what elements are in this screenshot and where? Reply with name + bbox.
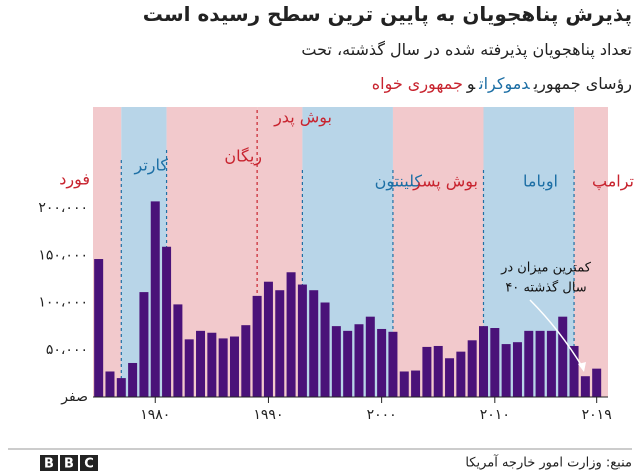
x-tick-label: ۲۰۰۰ <box>367 407 397 423</box>
y-tick-label: ۵۰،۰۰۰ <box>46 342 88 358</box>
y-tick-label: ۱۵۰،۰۰۰ <box>38 247 88 263</box>
bar <box>252 295 262 397</box>
bar <box>365 316 375 397</box>
bar <box>569 345 579 397</box>
subtitle-part: رؤسای جمهوری <box>533 74 632 93</box>
x-tick-label: ۲۰۱۰ <box>480 407 510 423</box>
bar <box>150 201 160 397</box>
bar <box>297 284 307 397</box>
bar <box>478 326 488 397</box>
x-tick-label: ۱۹۸۰ <box>140 407 170 423</box>
president-label: کارتر <box>134 156 169 176</box>
bar <box>229 336 239 397</box>
president-label: ترامپ <box>592 172 634 192</box>
president-label: ریگان <box>224 147 262 167</box>
bar <box>354 324 364 397</box>
bar <box>128 362 138 397</box>
bar <box>377 328 387 397</box>
annotation: کمترین میزان در <box>500 261 592 276</box>
president-label: بوش پسر <box>412 172 478 192</box>
logo-letter: C <box>84 457 94 472</box>
bar <box>456 351 466 397</box>
bar <box>512 342 522 397</box>
bar <box>411 370 421 397</box>
bar <box>535 330 545 397</box>
bar <box>592 368 602 397</box>
logo-block <box>60 455 78 471</box>
bar <box>309 290 319 397</box>
bar <box>286 272 296 397</box>
bar <box>105 371 115 397</box>
term-band <box>574 107 608 397</box>
bar <box>263 281 273 397</box>
bar <box>116 378 126 397</box>
bar <box>320 302 330 397</box>
logo-letter: B <box>64 457 74 472</box>
bar <box>94 259 104 397</box>
bar <box>173 304 183 397</box>
bar <box>445 358 455 397</box>
logo-block <box>80 455 98 471</box>
subtitle-part: و <box>466 74 476 93</box>
x-tick-label: ۲۰۱۹ <box>582 407 612 423</box>
annotation-arrow <box>529 299 584 369</box>
annotation-arrowhead <box>578 362 586 372</box>
bar <box>207 332 217 397</box>
bar <box>196 330 206 397</box>
chart-subtitle: تعداد پناهجویان پذیرفته شده در سال گذشته… <box>301 40 632 59</box>
bar <box>331 326 341 397</box>
bar <box>490 328 500 397</box>
bar <box>184 339 194 397</box>
x-tick-label: ۱۹۹۰ <box>253 407 283 423</box>
bar <box>524 330 534 397</box>
bar <box>580 376 590 397</box>
president-label: کلینتون <box>375 172 423 192</box>
bar <box>422 346 432 397</box>
president-label: اوباما <box>523 172 558 192</box>
bar <box>139 292 149 397</box>
bar <box>467 340 477 397</box>
y-tick-label: ۲۰۰،۰۰۰ <box>38 200 88 216</box>
bar <box>275 290 285 397</box>
source: منبع: وزارت امور خارجه آمریکا <box>465 454 632 471</box>
bar <box>343 330 353 397</box>
bar <box>546 330 556 397</box>
subtitle-part: جمهوری خواه <box>371 74 463 93</box>
bar <box>399 371 409 397</box>
y-tick-label: ۱۰۰،۰۰۰ <box>38 295 88 311</box>
y-tick-label: صفر <box>60 389 88 405</box>
logo-block <box>40 455 58 471</box>
chart-subtitle-line: رؤسای جمهوریدموکراتوجمهوری خواه <box>368 74 632 93</box>
subtitle-part: دموکرات <box>479 74 530 93</box>
annotation: ۴۰ سال گذشته <box>505 280 586 296</box>
bar <box>162 246 172 397</box>
bar <box>218 338 228 397</box>
bar <box>241 325 251 397</box>
logo-letter: B <box>44 457 54 472</box>
bar <box>388 331 398 397</box>
bar <box>433 345 443 397</box>
bar <box>558 316 568 397</box>
chart-title: پذیرش پناهجویان به پایین ترین سطح رسیده … <box>142 2 632 26</box>
president-label: بوش پدر <box>273 108 332 128</box>
bar <box>501 344 511 397</box>
president-label: فورد <box>59 170 90 190</box>
